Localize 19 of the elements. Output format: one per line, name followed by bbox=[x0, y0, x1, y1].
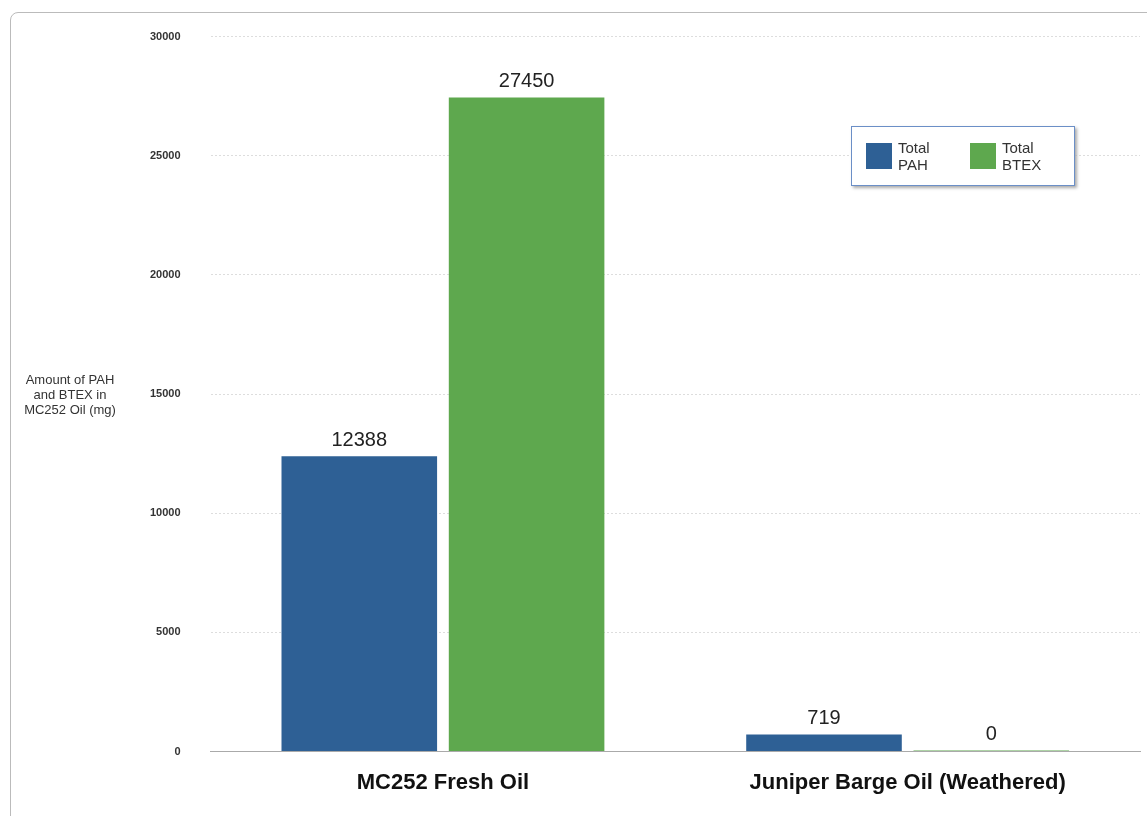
y-tick-label: 15000 bbox=[149, 387, 181, 400]
y-axis-title: Amount of PAH and BTEX in MC252 Oil (mg) bbox=[24, 372, 116, 417]
y-tick-label: 10000 bbox=[149, 506, 181, 519]
y-tick-label: 5000 bbox=[156, 625, 181, 638]
bar bbox=[281, 456, 438, 752]
bar bbox=[746, 734, 902, 752]
data-label: 719 bbox=[807, 705, 841, 728]
y-tick-label: 30000 bbox=[149, 29, 181, 42]
bar bbox=[448, 97, 605, 752]
y-tick-label: 0 bbox=[174, 744, 181, 757]
x-tick-label: Juniper Barge Oil (Weathered) bbox=[749, 768, 1066, 794]
y-tick-label: 25000 bbox=[149, 148, 181, 161]
data-label: 12388 bbox=[331, 427, 388, 450]
data-label: 0 bbox=[985, 722, 997, 745]
data-label: 27450 bbox=[498, 68, 555, 91]
legend-label: Total BTEX bbox=[1002, 139, 1043, 173]
y-tick-label: 20000 bbox=[149, 267, 181, 280]
legend-label: Total PAH bbox=[898, 139, 931, 173]
x-tick-label: MC252 Fresh Oil bbox=[356, 768, 530, 794]
